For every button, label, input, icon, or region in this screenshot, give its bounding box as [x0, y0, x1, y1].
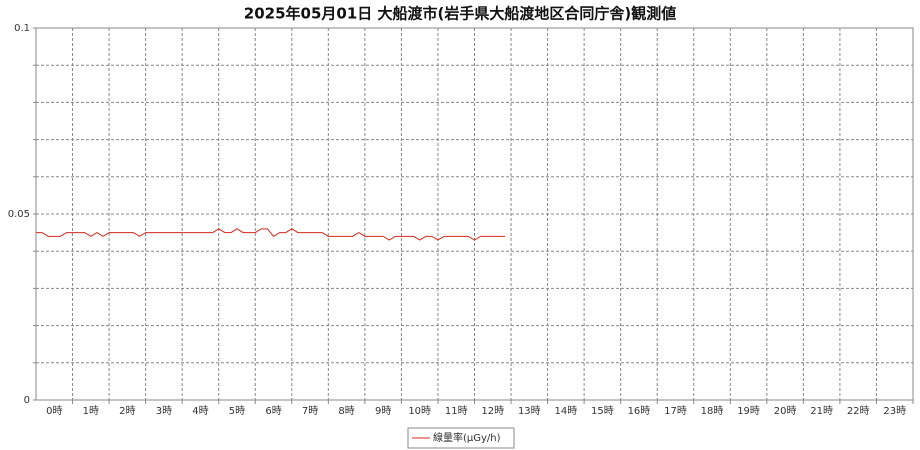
x-tick-label: 20時	[774, 405, 797, 417]
x-tick-label: 18時	[701, 405, 724, 417]
x-tick-label: 11時	[445, 405, 468, 417]
x-tick-label: 15時	[591, 405, 614, 417]
x-tick-label: 10時	[408, 405, 431, 417]
x-tick-label: 22時	[847, 405, 870, 417]
legend-label: 線量率(μGy/h)	[433, 431, 501, 444]
x-tick-label: 8時	[338, 405, 354, 417]
legend-box	[407, 427, 515, 449]
x-tick-label: 16時	[628, 405, 651, 417]
x-tick-label: 2時	[119, 405, 135, 417]
x-tick-label: 5時	[229, 405, 245, 417]
x-tick-label: 23時	[883, 405, 906, 417]
x-tick-label: 4時	[192, 405, 208, 417]
y-tick-label: 0.05	[8, 209, 30, 220]
x-tick-label: 13時	[518, 405, 541, 417]
x-tick-label: 21時	[810, 405, 833, 417]
x-tick-label: 9時	[375, 405, 391, 417]
x-tick-label: 6時	[265, 405, 281, 417]
y-tick-label: 0.1	[14, 23, 30, 34]
x-tick-label: 0時	[46, 405, 62, 417]
x-tick-label: 14時	[554, 405, 577, 417]
x-tick-label: 17時	[664, 405, 687, 417]
chart-title: 2025年05月01日 大船渡市(岩手県大船渡地区合同庁舎)観測値	[244, 5, 676, 23]
x-tick-label: 12時	[481, 405, 504, 417]
data-line	[36, 228, 505, 241]
x-tick-label: 3時	[156, 405, 172, 417]
x-tick-label: 19時	[737, 405, 760, 417]
x-tick-label: 7時	[302, 405, 318, 417]
x-tick-label: 1時	[83, 405, 99, 417]
y-tick-label: 0	[24, 395, 30, 406]
